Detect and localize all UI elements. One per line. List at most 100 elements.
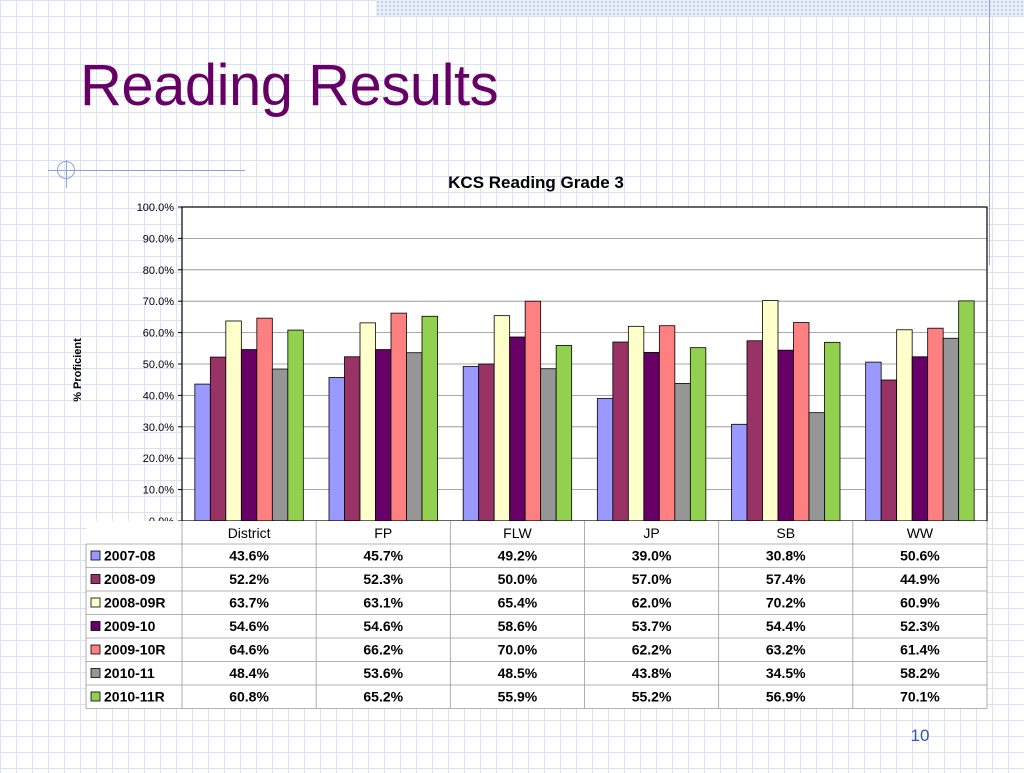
data-label: 53.6% [363, 665, 403, 681]
data-label: 48.4% [229, 665, 269, 681]
bar-2009-10r-jp [658, 325, 676, 522]
bar-2008-09-ww [880, 379, 898, 522]
y-tick-label: 50.0% [143, 359, 174, 371]
bar-2009-10r-fp [390, 312, 407, 522]
bar-2007-08-ww [865, 361, 882, 522]
data-label: 63.2% [766, 642, 806, 658]
legend-label: 2009-10 [104, 618, 156, 634]
bar-2009-10-flw [509, 336, 526, 522]
data-label: 55.9% [498, 689, 538, 705]
bar-2008-09-district [209, 356, 227, 522]
data-label: 60.8% [229, 689, 269, 705]
legend-label: 2010-11 [104, 665, 155, 681]
data-label: 55.2% [632, 689, 672, 705]
legend-swatch [90, 597, 101, 608]
bar-2008-09-flw [478, 363, 495, 522]
data-label: 39.0% [632, 548, 672, 564]
bar-2009-10r-ww [927, 327, 944, 522]
category-label: JP [643, 525, 659, 541]
bar-2009-10-jp [643, 351, 660, 522]
bar-2010-11-fp [406, 352, 423, 522]
y-tick-label: 40.0% [143, 390, 174, 402]
bar-2007-08-jp [596, 398, 614, 522]
y-tick-label: 70.0% [143, 296, 174, 308]
category-label: WW [907, 525, 934, 541]
bar-2010-11r-jp [689, 347, 707, 522]
bar-2010-11r-fp [421, 315, 438, 522]
data-label: 43.6% [229, 548, 269, 564]
data-label: 52.3% [900, 618, 940, 634]
data-table: District FP FLW JP SB WW 2007-08 43.6% 45.7% 49.2… [85, 521, 988, 709]
data-label: 52.2% [229, 571, 269, 587]
category-label: District [228, 525, 271, 541]
bar-2009-10-fp [375, 349, 392, 522]
data-label: 44.9% [900, 571, 940, 587]
data-label: 50.0% [498, 571, 538, 587]
bar-2008-09r-flw [493, 315, 511, 522]
bar-2010-11r-ww [958, 300, 975, 522]
bar-2009-10-ww [911, 356, 929, 522]
y-tick-label: 60.0% [143, 328, 174, 340]
data-label: 58.6% [498, 618, 538, 634]
legend-swatch [90, 691, 101, 702]
data-label: 70.1% [900, 689, 940, 705]
data-label: 56.9% [766, 689, 806, 705]
bar-2008-09r-fp [359, 322, 376, 522]
data-label: 66.2% [363, 642, 403, 658]
category-label: SB [776, 525, 795, 541]
data-label: 45.7% [363, 548, 403, 564]
bar-2010-11r-sb [824, 341, 841, 522]
data-label: 64.6% [229, 642, 269, 658]
data-label: 53.7% [632, 618, 672, 634]
data-label: 52.3% [363, 571, 403, 587]
data-label: 62.2% [632, 642, 672, 658]
bar-2010-11r-flw [555, 345, 573, 522]
data-label: 57.0% [632, 571, 672, 587]
bars [194, 300, 975, 522]
data-label: 54.4% [766, 618, 806, 634]
data-label: 43.8% [632, 665, 672, 681]
bar-2007-08-district [194, 383, 211, 522]
bar-2010-11-sb [808, 412, 825, 522]
legend-swatch [90, 644, 101, 655]
bar-2007-08-flw [462, 366, 480, 522]
chart-title: KCS Reading Grade 3 [448, 173, 624, 192]
bar-2008-09r-ww [896, 329, 913, 522]
legend-label: 2010-11R [104, 689, 165, 705]
data-label: 61.4% [900, 642, 940, 658]
data-label: 60.9% [900, 595, 940, 611]
data-label: 65.4% [498, 595, 538, 611]
y-axis-label: % Proficient [72, 338, 84, 402]
y-axis: 0.0%10.0%20.0%30.0%40.0%50.0%60.0%70.0%8… [137, 202, 988, 528]
data-label: 48.5% [498, 665, 538, 681]
y-tick-label: 80.0% [143, 265, 174, 277]
right-decor-line [989, 0, 990, 265]
top-decor-band [376, 0, 1024, 16]
bar-2009-10-sb [777, 349, 794, 522]
y-tick-label: 90.0% [143, 233, 174, 245]
legend-label: 2008-09R [104, 595, 166, 611]
data-label: 57.4% [766, 571, 806, 587]
bar-2008-09-jp [612, 341, 629, 522]
category-label: FP [374, 525, 392, 541]
bar-2010-11-ww [942, 337, 960, 522]
bar-2010-11r-district [287, 329, 304, 522]
data-label: 70.2% [766, 595, 806, 611]
page-number: 10 [910, 726, 930, 745]
data-label: 54.6% [363, 618, 403, 634]
legend-label: 2008-09 [104, 571, 156, 587]
title-underline [48, 170, 245, 171]
data-label: 63.7% [229, 595, 269, 611]
data-label: 65.2% [363, 689, 403, 705]
data-label: 34.5% [766, 665, 806, 681]
data-label: 63.1% [363, 595, 403, 611]
bar-2008-09r-jp [627, 325, 645, 522]
y-tick-label: 10.0% [143, 485, 174, 497]
bar-2008-09r-district [225, 320, 242, 522]
data-label: 54.6% [229, 618, 269, 634]
legend-swatch [90, 550, 101, 561]
bar-2008-09r-sb [762, 300, 779, 522]
bar-2009-10r-flw [524, 300, 542, 522]
